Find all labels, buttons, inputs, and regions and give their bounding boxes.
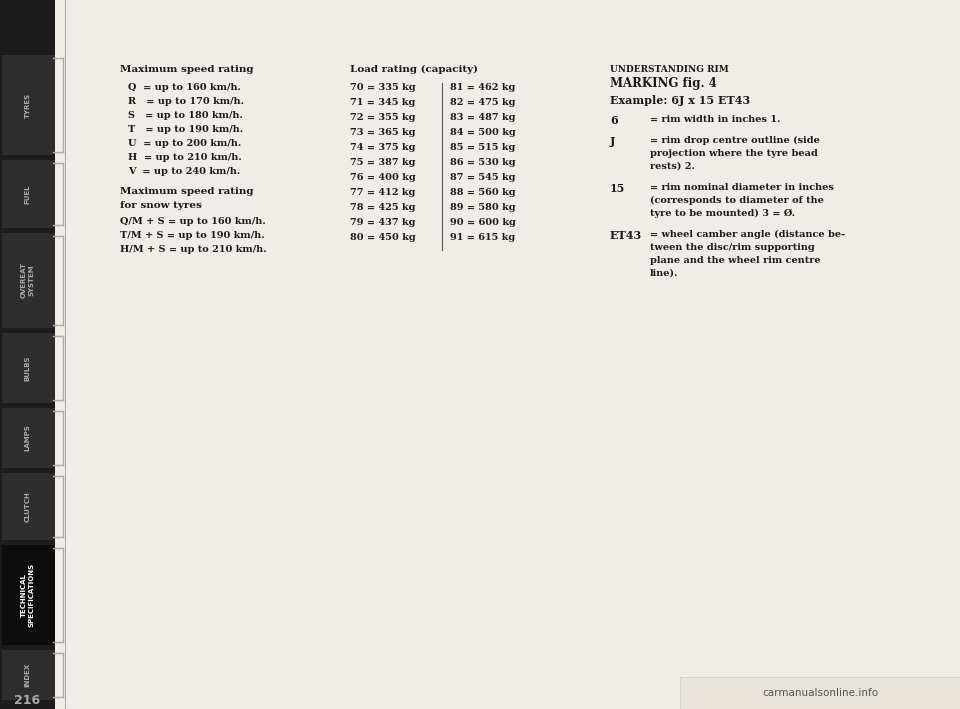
Text: INDEX: INDEX	[25, 663, 31, 687]
Text: 15: 15	[610, 183, 625, 194]
Text: 79 = 437 kg: 79 = 437 kg	[350, 218, 416, 227]
Bar	[2, 473, 55, 540]
Text: (corresponds to diameter of the: (corresponds to diameter of the	[650, 196, 824, 205]
Text: R   = up to 170 km/h.: R = up to 170 km/h.	[128, 97, 244, 106]
Text: 81 = 462 kg: 81 = 462 kg	[450, 83, 516, 92]
Text: UNDERSTANDING RIM: UNDERSTANDING RIM	[610, 65, 729, 74]
Text: MARKING fig. 4: MARKING fig. 4	[610, 77, 717, 90]
Text: 78 = 425 kg: 78 = 425 kg	[350, 203, 416, 212]
Text: 74 = 375 kg: 74 = 375 kg	[350, 143, 416, 152]
Text: Q/M + S = up to 160 km/h.: Q/M + S = up to 160 km/h.	[120, 217, 266, 226]
Bar	[2, 333, 55, 403]
Text: Example: 6J x 15 ET43: Example: 6J x 15 ET43	[610, 95, 751, 106]
Text: 91 = 615 kg: 91 = 615 kg	[450, 233, 516, 242]
Text: T   = up to 190 km/h.: T = up to 190 km/h.	[128, 125, 243, 134]
Text: Maximum speed rating: Maximum speed rating	[120, 65, 253, 74]
Text: tween the disc/rim supporting: tween the disc/rim supporting	[650, 243, 815, 252]
Text: V  = up to 240 km/h.: V = up to 240 km/h.	[128, 167, 240, 176]
Text: 76 = 400 kg: 76 = 400 kg	[350, 173, 416, 182]
Text: 6: 6	[610, 115, 617, 126]
Bar	[2, 233, 55, 328]
Text: 86 = 530 kg: 86 = 530 kg	[450, 158, 516, 167]
Text: = rim drop centre outline (side: = rim drop centre outline (side	[650, 136, 820, 145]
Text: FUEL: FUEL	[25, 184, 31, 203]
Text: 88 = 560 kg: 88 = 560 kg	[450, 188, 516, 197]
Text: rests) 2.: rests) 2.	[650, 162, 695, 171]
Text: 71 = 345 kg: 71 = 345 kg	[350, 98, 416, 107]
Text: T/M + S = up to 190 km/h.: T/M + S = up to 190 km/h.	[120, 231, 265, 240]
Text: 87 = 545 kg: 87 = 545 kg	[450, 173, 516, 182]
Text: 72 = 355 kg: 72 = 355 kg	[350, 113, 416, 122]
Text: for snow tyres: for snow tyres	[120, 201, 202, 210]
Text: 85 = 515 kg: 85 = 515 kg	[450, 143, 516, 152]
Text: ET43: ET43	[610, 230, 642, 241]
Text: = rim nominal diameter in inches: = rim nominal diameter in inches	[650, 183, 834, 192]
Text: H  = up to 210 km/h.: H = up to 210 km/h.	[128, 153, 242, 162]
Text: carmanualsonline.info: carmanualsonline.info	[762, 688, 878, 698]
Text: = wheel camber angle (distance be-: = wheel camber angle (distance be-	[650, 230, 845, 239]
Text: CLUTCH: CLUTCH	[25, 491, 31, 522]
Bar	[2, 545, 55, 645]
Text: 75 = 387 kg: 75 = 387 kg	[350, 158, 416, 167]
Text: = rim width in inches 1.: = rim width in inches 1.	[650, 115, 780, 124]
Text: LAMPS: LAMPS	[25, 425, 31, 452]
Text: TECHNICAL
SPECIFICATIONS: TECHNICAL SPECIFICATIONS	[21, 563, 34, 627]
Bar	[2, 408, 55, 468]
Text: 216: 216	[14, 693, 40, 706]
Text: line).: line).	[650, 269, 679, 278]
Text: tyre to be mounted) 3 = Ø.: tyre to be mounted) 3 = Ø.	[650, 209, 795, 218]
Text: BULBS: BULBS	[25, 355, 31, 381]
Text: TYRES: TYRES	[25, 92, 31, 118]
Text: H/M + S = up to 210 km/h.: H/M + S = up to 210 km/h.	[120, 245, 267, 254]
Text: S   = up to 180 km/h.: S = up to 180 km/h.	[128, 111, 243, 120]
Text: projection where the tyre bead: projection where the tyre bead	[650, 149, 818, 158]
Bar	[2, 160, 55, 228]
Text: 80 = 450 kg: 80 = 450 kg	[350, 233, 416, 242]
Text: 82 = 475 kg: 82 = 475 kg	[450, 98, 516, 107]
Bar	[2, 55, 55, 155]
Bar	[0, 0, 55, 709]
Text: Load rating (capacity): Load rating (capacity)	[350, 65, 478, 74]
Text: 89 = 580 kg: 89 = 580 kg	[450, 203, 516, 212]
Text: 70 = 335 kg: 70 = 335 kg	[350, 83, 416, 92]
Text: 90 = 600 kg: 90 = 600 kg	[450, 218, 516, 227]
Text: U  = up to 200 km/h.: U = up to 200 km/h.	[128, 139, 241, 148]
Text: Q  = up to 160 km/h.: Q = up to 160 km/h.	[128, 83, 241, 92]
Bar	[2, 650, 55, 700]
Text: OVEREAT
SYSTEM: OVEREAT SYSTEM	[21, 262, 34, 298]
Text: 77 = 412 kg: 77 = 412 kg	[350, 188, 416, 197]
Text: 84 = 500 kg: 84 = 500 kg	[450, 128, 516, 137]
Text: 83 = 487 kg: 83 = 487 kg	[450, 113, 516, 122]
Text: plane and the wheel rim centre: plane and the wheel rim centre	[650, 256, 821, 265]
Text: J: J	[610, 136, 615, 147]
Text: Maximum speed rating: Maximum speed rating	[120, 187, 253, 196]
Text: 73 = 365 kg: 73 = 365 kg	[350, 128, 416, 137]
Bar	[680, 677, 960, 709]
